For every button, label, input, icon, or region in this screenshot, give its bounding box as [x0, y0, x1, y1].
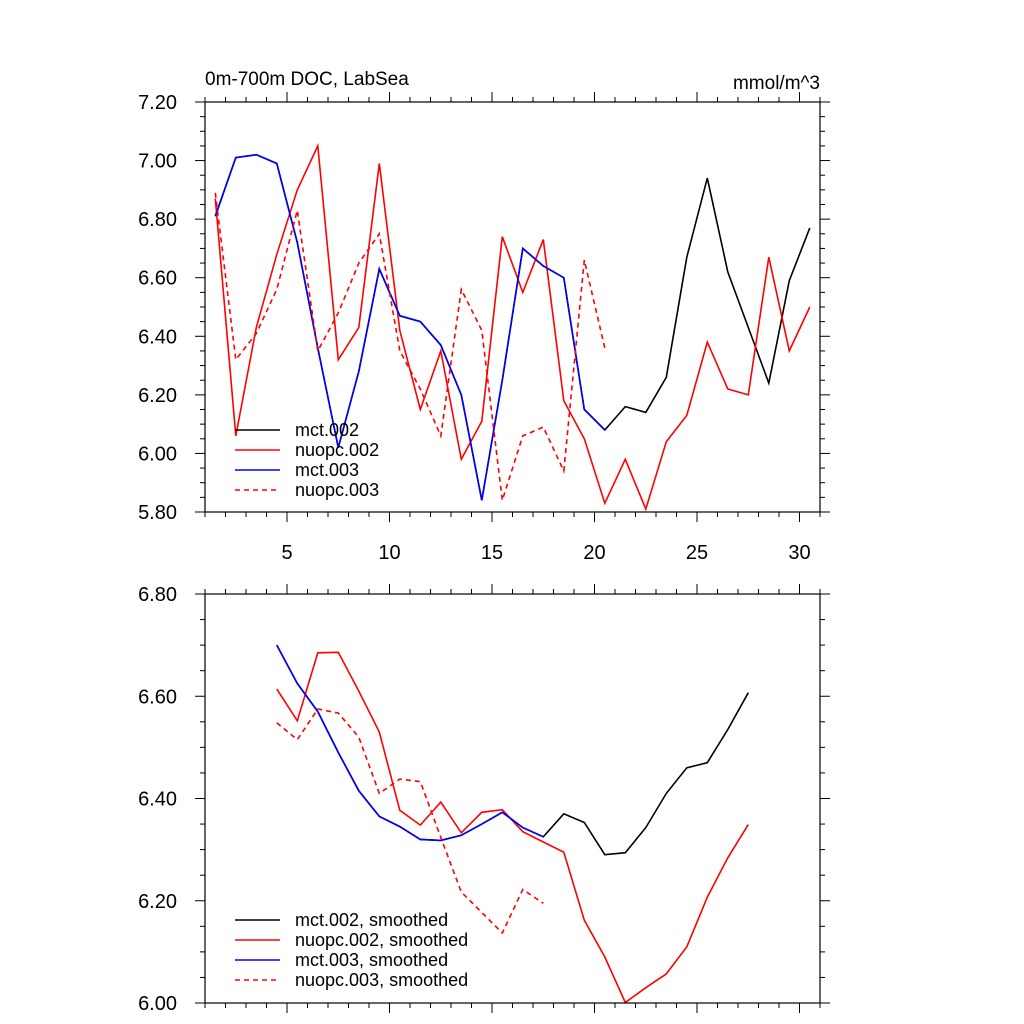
- bottom-legend-label-mct-002-smoothed: mct.002, smoothed: [295, 910, 448, 930]
- top-y-tick-label-1: 6.00: [138, 443, 177, 465]
- top-series-mct-003: [214, 153, 606, 501]
- top-x-tick-label-25: 25: [686, 542, 708, 564]
- bottom-legend-label-mct-003-smoothed: mct.003, smoothed: [295, 950, 448, 970]
- top-panel-ticks: 5 10 15 20 25 30 5.80 6.00 6.20 6.40 6.60 6.80 7.00 7…: [138, 92, 830, 564]
- top-series-nuopc-003: [214, 192, 606, 501]
- top-y-tick-label-3: 6.40: [138, 326, 177, 348]
- top-x-tick-label-20: 20: [583, 542, 605, 564]
- top-x-tick-label-15: 15: [481, 542, 503, 564]
- top-legend-label-mct-002: mct.002: [295, 420, 359, 440]
- top-y-tick-label-0: 5.80: [138, 502, 177, 524]
- bottom-series-mct-003-smoothed: [276, 644, 544, 842]
- bottom-y-tick-label-3: 6.60: [138, 686, 177, 708]
- bottom-panel-frame: [204, 593, 821, 1004]
- bottom-series-nuopc-003-smoothed: [276, 708, 544, 935]
- top-panel-frame: [204, 101, 821, 513]
- bottom-legend-label-nuopc-003-smoothed: nuopc.003, smoothed: [295, 970, 468, 990]
- top-x-tick-label-30: 30: [788, 542, 810, 564]
- top-panel-title: 0m-700m DOC, LabSea: [205, 69, 409, 90]
- top-y-tick-label-6: 7.00: [138, 151, 177, 173]
- top-y-tick-label-7: 7.20: [138, 92, 177, 114]
- top-legend-label-mct-003: mct.003: [295, 460, 359, 480]
- top-panel-series: [214, 142, 811, 512]
- bottom-y-tick-label-2: 6.40: [138, 789, 177, 811]
- top-panel-units: mmol/m^3: [733, 73, 820, 94]
- top-y-tick-label-4: 6.60: [138, 268, 177, 290]
- bottom-y-tick-label-4: 6.80: [138, 584, 177, 606]
- bottom-panel: 6.006.206.406.606.80 mct.002, smoothednu…: [138, 584, 830, 1015]
- top-legend-label-nuopc-003: nuopc.003: [295, 480, 379, 500]
- top-x-tick-label-10: 10: [378, 542, 400, 564]
- bottom-panel-series: [276, 644, 749, 1004]
- top-y-tick-label-5: 6.80: [138, 209, 177, 231]
- bottom-panel-ticks: 6.00 6.20 6.40 6.60 6.80: [138, 584, 830, 1015]
- bottom-y-tick-label-1: 6.20: [138, 891, 177, 913]
- bottom-legend-label-nuopc-002-smoothed: nuopc.002, smoothed: [295, 930, 468, 950]
- top-series-nuopc-002: [214, 142, 811, 512]
- top-x-tick-label-5: 5: [281, 542, 292, 564]
- top-y-tick-label-2: 6.20: [138, 385, 177, 407]
- top-panel: 0m-700m DOC, LabSea mmol/m^3 5 10 15 20 25 30…: [138, 69, 830, 564]
- top-legend-label-nuopc-002: nuopc.002: [295, 440, 379, 460]
- bottom-y-tick-label-0: 6.00: [138, 993, 177, 1015]
